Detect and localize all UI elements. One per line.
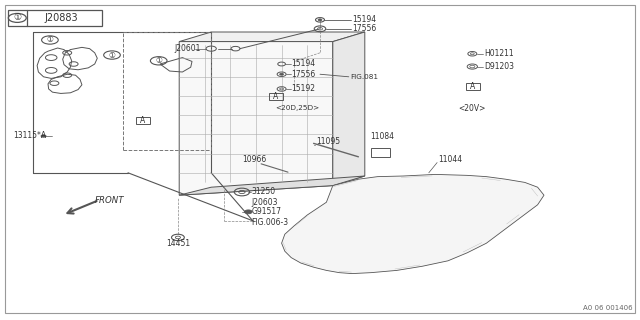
Bar xyxy=(466,83,480,90)
Polygon shape xyxy=(282,174,544,274)
Text: A0 06 001406: A0 06 001406 xyxy=(582,305,632,311)
Bar xyxy=(371,148,390,157)
Polygon shape xyxy=(333,32,365,186)
Text: D91203: D91203 xyxy=(484,62,515,71)
Text: FIG.081: FIG.081 xyxy=(351,74,379,80)
Text: 11095: 11095 xyxy=(316,137,340,146)
Text: 15194: 15194 xyxy=(353,15,377,24)
Text: J20883: J20883 xyxy=(44,13,77,23)
Polygon shape xyxy=(179,176,365,195)
Bar xyxy=(136,117,150,124)
Text: 17556: 17556 xyxy=(291,70,316,79)
Text: 11084: 11084 xyxy=(370,132,394,141)
Text: H01211: H01211 xyxy=(484,49,514,58)
Text: FRONT: FRONT xyxy=(95,196,124,205)
Circle shape xyxy=(41,135,46,137)
Text: <20D,25D>: <20D,25D> xyxy=(275,105,319,111)
Text: A: A xyxy=(470,82,476,91)
Polygon shape xyxy=(179,42,333,195)
Circle shape xyxy=(318,19,322,21)
Text: 14451: 14451 xyxy=(166,239,190,248)
Text: 15192: 15192 xyxy=(291,84,315,93)
Text: 13115*A: 13115*A xyxy=(13,132,46,140)
Text: J20601: J20601 xyxy=(175,44,201,53)
Text: A: A xyxy=(140,116,145,125)
Circle shape xyxy=(280,73,284,75)
Text: ①: ① xyxy=(156,56,162,65)
Polygon shape xyxy=(179,32,365,42)
Text: ①: ① xyxy=(13,13,21,22)
Bar xyxy=(8,10,102,26)
Text: G91517: G91517 xyxy=(252,207,282,216)
Text: 11044: 11044 xyxy=(438,156,463,164)
Text: ①: ① xyxy=(109,51,115,60)
Text: ①: ① xyxy=(47,36,53,44)
Text: FIG.006-3: FIG.006-3 xyxy=(252,218,289,227)
Text: 10966: 10966 xyxy=(242,155,266,164)
Bar xyxy=(269,93,283,100)
Text: 31250: 31250 xyxy=(252,188,276,196)
Circle shape xyxy=(244,210,252,214)
Text: J20603: J20603 xyxy=(252,198,278,207)
Text: 15194: 15194 xyxy=(291,60,316,68)
Text: A: A xyxy=(273,92,278,101)
Text: <20V>: <20V> xyxy=(459,104,486,113)
Text: 17556: 17556 xyxy=(353,24,377,33)
